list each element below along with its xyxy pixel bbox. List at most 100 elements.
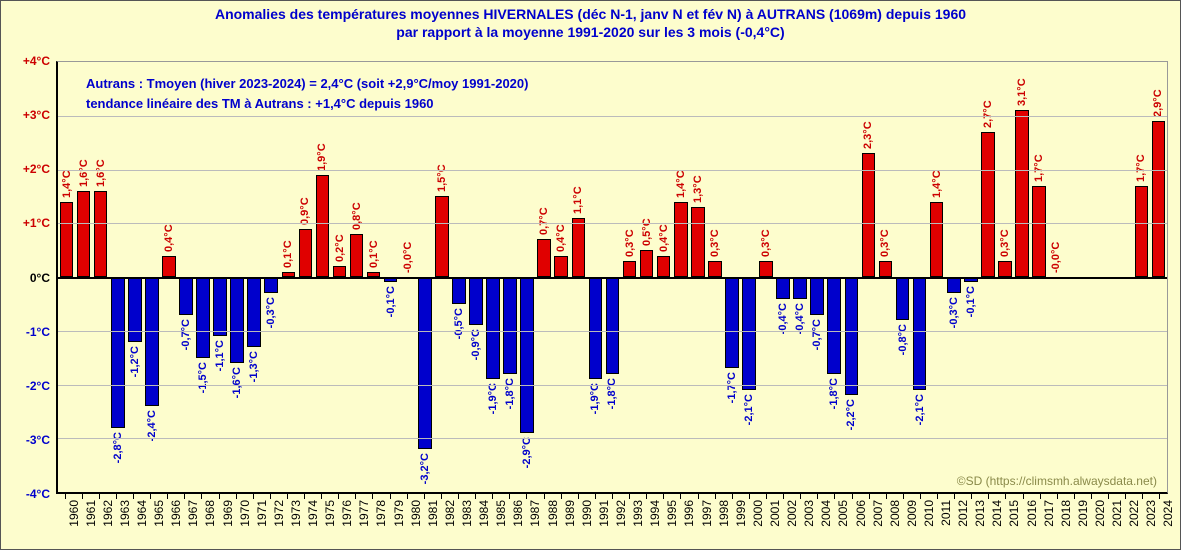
y-tick-label: -2°C [26,379,50,393]
bar [162,256,176,278]
bar [879,261,893,277]
x-tick [1005,494,1006,499]
bar-value-label: -0,9°C [470,329,482,360]
bar [998,261,1012,277]
watermark: ©SD (https://climsmh.alwaysdata.net) [957,474,1157,488]
x-tick-label: 2015 [1007,500,1021,527]
bar-value-label: -1,6°C [231,367,243,398]
x-tick-label: 2017 [1042,500,1056,527]
bar-value-label: 0,3°C [709,229,721,257]
bar [333,266,347,277]
x-tick [1091,494,1092,499]
x-tick-label: 1981 [426,500,440,527]
x-tick [749,494,750,499]
plot-area: Autrans : Tmoyen (hiver 2023-2024) = 2,4… [56,61,1168,494]
bar [947,277,961,293]
bar-value-label: -1,5°C [197,362,209,393]
x-tick-label: 1991 [597,500,611,527]
bar [60,202,74,277]
bar-value-label: 1,7°C [1033,154,1045,182]
bar [793,277,807,299]
y-tick-label: -4°C [26,487,50,501]
x-tick-label: 1998 [717,500,731,527]
bar-value-label: -2,8°C [112,432,124,463]
x-tick-label: 2018 [1059,500,1073,527]
bar [247,277,261,347]
bar-value-label: 2,9°C [1152,89,1164,117]
bar [810,277,824,315]
x-tick [1040,494,1041,499]
x-tick [920,494,921,499]
x-tick [715,494,716,499]
x-tick-label: 2014 [990,500,1004,527]
bar [759,261,773,277]
bar-value-label: -0,7°C [811,319,823,350]
bar-value-label: -2,1°C [914,394,926,425]
x-tick-label: 1997 [700,500,714,527]
bar [930,202,944,277]
bar [111,277,125,428]
bar-value-label: -0,3°C [265,297,277,328]
bar-value-label: 0,1°C [282,240,294,268]
x-tick [817,494,818,499]
x-tick [869,494,870,499]
x-tick-label: 1986 [511,500,525,527]
x-tick-label: 1976 [340,500,354,527]
gridline [58,331,1167,332]
x-tick [304,494,305,499]
bar [589,277,603,379]
bar [691,207,705,277]
x-tick [65,494,66,499]
y-axis: -4°C-3°C-2°C-1°C0°C+1°C+2°C+3°C+4°C [1,61,56,494]
bar [537,239,551,277]
x-tick [167,494,168,499]
bar-value-label: 0,4°C [555,224,567,252]
x-tick [270,494,271,499]
x-axis: 1960196119621963196419651966196719681969… [56,494,1168,549]
title-line-2: par rapport à la moyenne 1991-2020 sur l… [1,23,1180,41]
x-tick [150,494,151,499]
x-tick [355,494,356,499]
x-tick-label: 2002 [785,500,799,527]
bar [657,256,671,278]
bar-value-label: -3,2°C [419,453,431,484]
x-tick-label: 1983 [460,500,474,527]
bar [606,277,620,374]
x-tick [1023,494,1024,499]
bar-value-label: 2,7°C [982,100,994,128]
bar [435,196,449,277]
x-tick-label: 1963 [118,500,132,527]
bar-value-label: 0,4°C [658,224,670,252]
bar [674,202,688,277]
bar [981,132,995,277]
bar [486,277,500,379]
x-tick [561,494,562,499]
x-tick-label: 2011 [939,500,953,526]
x-tick [338,494,339,499]
zero-line [58,277,1167,279]
title-line-1: Anomalies des températures moyennes HIVE… [1,5,1180,23]
x-tick [287,494,288,499]
x-tick [1074,494,1075,499]
x-tick [783,494,784,499]
bar-value-label: 1,4°C [61,170,73,198]
bar [623,261,637,277]
bar-value-label: -1,8°C [828,378,840,409]
y-tick-label: +1°C [23,216,50,230]
bar [1152,121,1166,277]
bar-value-label: -1,7°C [726,372,738,403]
x-tick [201,494,202,499]
x-tick [99,494,100,499]
x-tick-label: 2003 [802,500,816,527]
x-tick [82,494,83,499]
x-tick-label: 1985 [494,500,508,527]
x-tick-label: 1992 [614,500,628,527]
x-tick [663,494,664,499]
x-tick-label: 1961 [84,500,98,527]
x-tick-label: 1979 [392,500,406,527]
x-tick-label: 1993 [631,500,645,527]
bar [299,229,313,277]
x-tick-label: 1969 [221,500,235,527]
x-tick [390,494,391,499]
x-tick-label: 1982 [443,500,457,527]
